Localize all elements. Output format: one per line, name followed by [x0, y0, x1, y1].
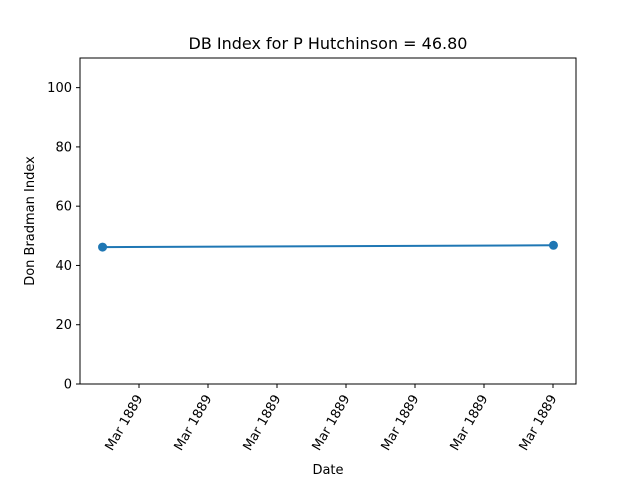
x-tick-label: Mar 1889: [172, 393, 216, 454]
plot-series: [98, 240, 558, 252]
x-tick-label: Mar 1889: [241, 393, 285, 454]
y-axis-label: Don Bradman Index: [23, 156, 38, 286]
y-tick-label: 60: [55, 200, 72, 215]
data-point: [98, 242, 108, 252]
y-tick-label: 20: [55, 318, 72, 333]
y-tick-label: 0: [64, 378, 72, 393]
y-axis: 0 20 40 60 80 100: [47, 81, 80, 393]
x-axis: Mar 1889 Mar 1889 Mar 1889 Mar 1889 Mar 1889…: [103, 384, 561, 454]
x-tick-label: Mar 1889: [379, 393, 423, 454]
x-tick-label: Mar 1889: [103, 393, 147, 454]
x-tick-label: Mar 1889: [448, 393, 492, 454]
y-tick-label: 100: [47, 81, 72, 96]
chart-title: DB Index for P Hutchinson = 46.80: [189, 34, 468, 53]
x-tick-label: Mar 1889: [517, 393, 561, 454]
y-tick-label: 40: [55, 259, 72, 274]
x-axis-label: Date: [312, 463, 343, 478]
plot-frame: [79, 57, 577, 385]
x-tick-label: Mar 1889: [310, 393, 354, 454]
y-tick-label: 80: [55, 140, 72, 155]
data-point: [548, 240, 558, 250]
series-line: [102, 244, 554, 249]
